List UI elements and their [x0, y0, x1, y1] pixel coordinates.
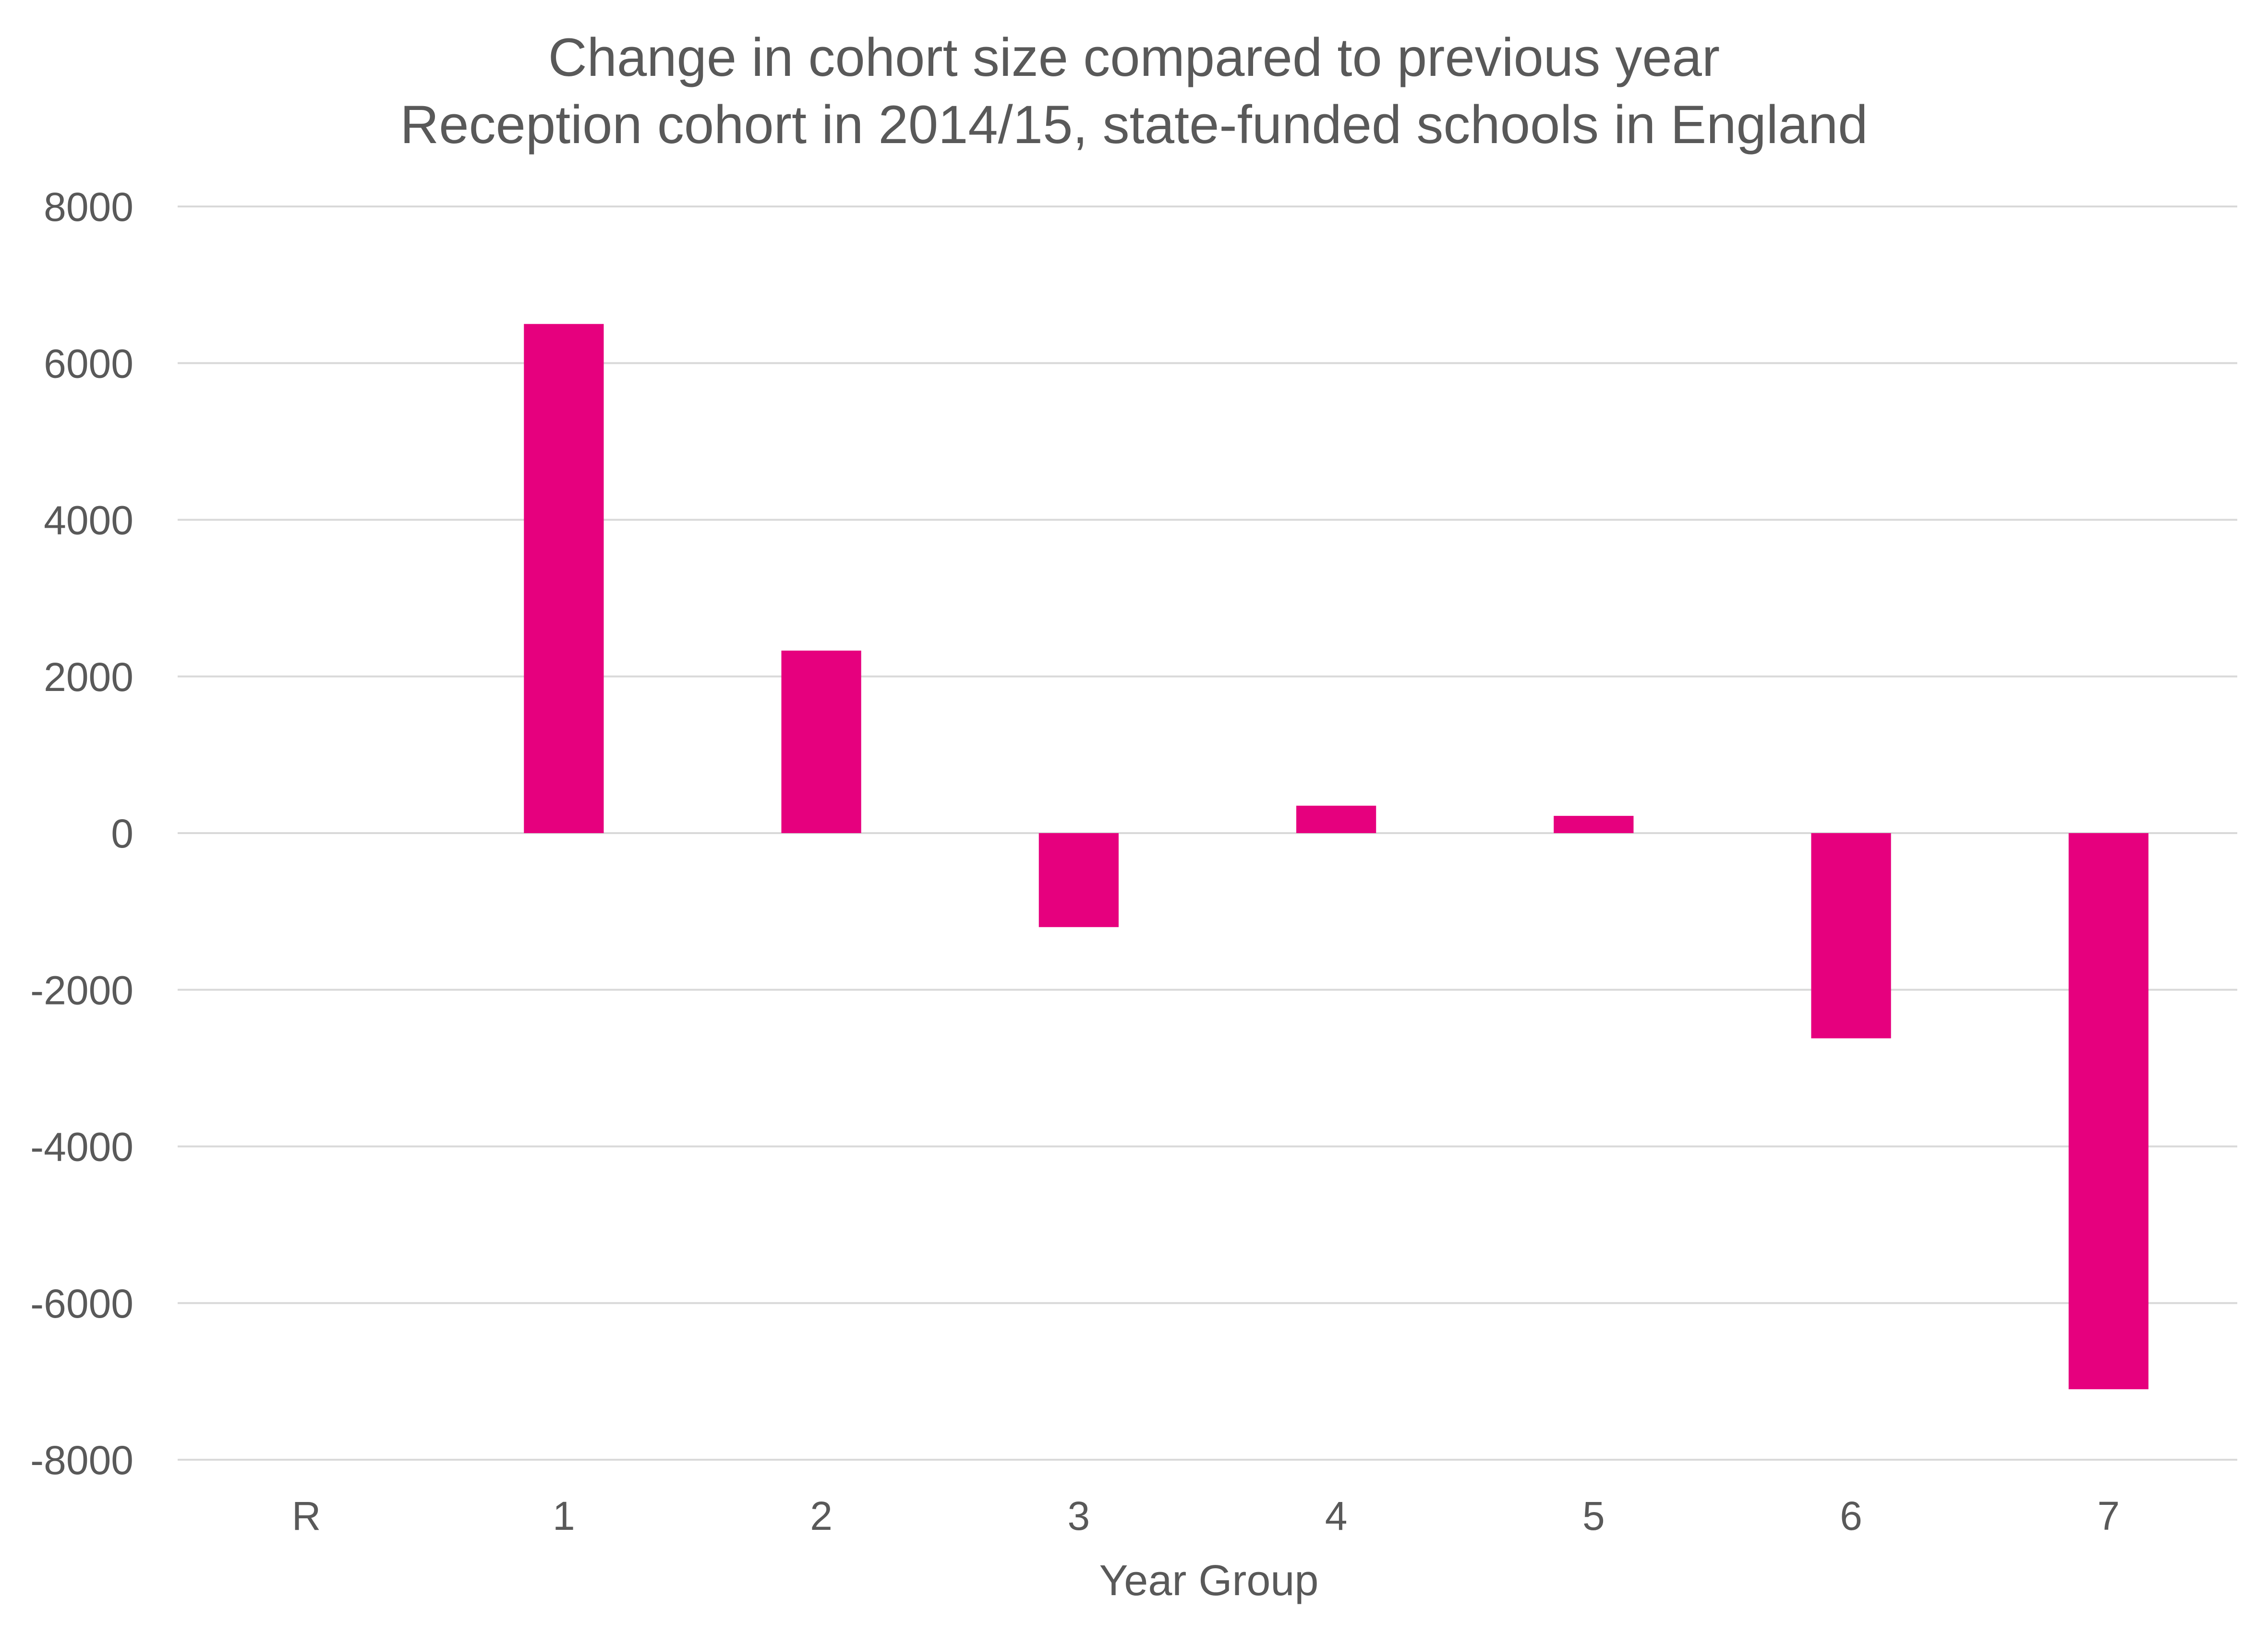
y-tick-label: 2000: [44, 654, 133, 700]
y-tick-label: -2000: [30, 968, 133, 1013]
bar-year-5: [1554, 816, 1634, 833]
bars: [524, 324, 2148, 1390]
chart-title: Change in cohort size compared to previo…: [400, 27, 1868, 155]
x-tick-label: R: [292, 1493, 321, 1538]
x-tick-label: 2: [810, 1493, 832, 1538]
x-tick-label: 1: [553, 1493, 575, 1538]
x-tick-label: 5: [1582, 1493, 1605, 1538]
y-tick-label: -6000: [30, 1281, 133, 1326]
gridlines: [178, 206, 2237, 1461]
bar-year-2: [781, 650, 861, 833]
bar-year-6: [1811, 833, 1891, 1039]
y-tick-label: 4000: [44, 498, 133, 543]
x-axis-title: Year Group: [1099, 1557, 1319, 1605]
y-tick-label: 8000: [44, 184, 133, 230]
bar-year-7: [2068, 833, 2148, 1390]
y-tick-label: -8000: [30, 1438, 133, 1483]
chart-title-line-1: Change in cohort size compared to previo…: [548, 27, 1720, 87]
y-tick-label: -4000: [30, 1125, 133, 1170]
x-tick-label: 4: [1325, 1493, 1348, 1538]
bar-year-1: [524, 324, 604, 833]
y-tick-label: 0: [111, 811, 133, 856]
y-axis-tick-labels: 8000 6000 4000 2000 0 -2000 -4000 -6000 -8000: [30, 184, 133, 1483]
x-tick-label: 3: [1068, 1493, 1090, 1538]
x-tick-label: 7: [2098, 1493, 2120, 1538]
x-axis-tick-labels: R 1 2 3 4 5 6 7: [292, 1493, 2120, 1538]
bar-year-4: [1296, 805, 1376, 833]
y-tick-label: 6000: [44, 341, 133, 386]
chart-title-line-2: Reception cohort in 2014/15, state-funde…: [400, 95, 1868, 155]
bar-year-3: [1038, 833, 1119, 927]
x-tick-label: 6: [1840, 1493, 1862, 1538]
